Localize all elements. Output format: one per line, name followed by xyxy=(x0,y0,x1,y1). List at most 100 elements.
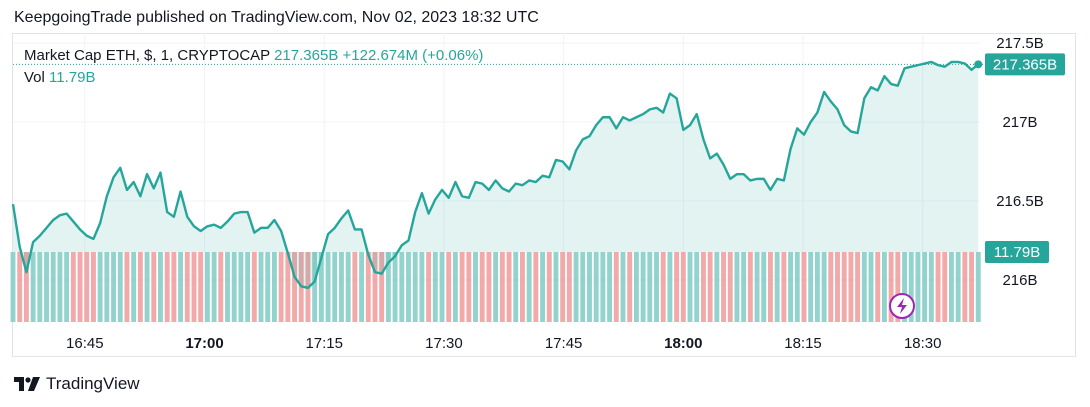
volume-bar xyxy=(727,252,733,322)
volume-bar xyxy=(560,252,566,322)
last-volume-badge-label: 11.79B xyxy=(994,244,1040,261)
volume-bar xyxy=(30,252,36,322)
tradingview-logo-icon xyxy=(14,377,40,391)
x-tick-label: 18:00 xyxy=(664,335,702,352)
volume-bar xyxy=(57,252,63,322)
volume-bar xyxy=(432,252,438,322)
volume-bar xyxy=(23,252,29,322)
tradingview-brand[interactable]: TradingView xyxy=(14,374,140,394)
volume-bar xyxy=(359,252,365,322)
volume-bar xyxy=(587,252,592,322)
volume-bar xyxy=(875,252,881,322)
volume-bar xyxy=(325,252,331,322)
volume-bar xyxy=(111,252,116,322)
volume-bar xyxy=(406,252,411,322)
volume-bar xyxy=(540,252,545,322)
volume-bar xyxy=(131,252,137,322)
volume-bar xyxy=(533,252,539,322)
last-price-badge: 217.365B xyxy=(985,53,1065,76)
volume-bar xyxy=(37,252,43,322)
volume-bar xyxy=(178,252,184,322)
volume-bar xyxy=(124,252,130,322)
volume-bar xyxy=(613,252,619,322)
volume-bar xyxy=(10,252,16,322)
volume-bar xyxy=(231,252,237,322)
volume-bar xyxy=(741,252,747,322)
volume-bar xyxy=(633,252,639,322)
volume-bar xyxy=(372,252,378,322)
volume-bar xyxy=(848,252,854,322)
volume-bar xyxy=(191,252,197,322)
volume-bar xyxy=(808,252,814,322)
volume-bar xyxy=(768,252,773,322)
volume-bar xyxy=(553,252,559,322)
volume-bar xyxy=(151,252,157,322)
last-price-dot xyxy=(974,60,983,69)
volume-bar xyxy=(573,252,579,322)
volume-bar xyxy=(137,252,143,322)
volume-bar xyxy=(158,252,163,322)
volume-bar xyxy=(640,252,646,322)
legend-symbol: Market Cap ETH, $, 1, CRYPTOCAP xyxy=(24,47,270,64)
volume-bar xyxy=(546,252,552,322)
volume-bar xyxy=(50,252,56,322)
volume-bar xyxy=(486,252,492,322)
volume-bar xyxy=(479,252,485,322)
volume-bar xyxy=(225,252,230,322)
volume-bar xyxy=(171,252,177,322)
price-line xyxy=(11,60,980,290)
volume-bar xyxy=(949,252,954,322)
volume-bar xyxy=(969,252,975,322)
volume-bar xyxy=(814,252,820,322)
x-tick-label: 18:15 xyxy=(784,335,822,352)
volume-bar xyxy=(942,252,948,322)
volume-bar xyxy=(908,252,914,322)
volume-bar xyxy=(258,252,264,322)
legend-change: +122.674M (+0.06%) xyxy=(342,47,484,64)
volume-bar xyxy=(17,252,23,322)
volume-bar xyxy=(513,252,519,322)
volume-bar xyxy=(593,252,599,322)
volume-bar xyxy=(902,252,907,322)
volume-bar xyxy=(285,252,291,322)
volume-bar xyxy=(660,252,666,322)
volume-bar xyxy=(962,252,968,322)
volume-bar xyxy=(218,252,224,322)
volume-bar xyxy=(117,252,123,322)
volume-bar xyxy=(77,252,83,322)
volume-bar xyxy=(473,252,478,322)
volume-bar xyxy=(184,252,190,322)
volume-bar xyxy=(667,252,673,322)
volume-bar xyxy=(345,252,351,322)
volume-bar xyxy=(399,252,405,322)
volume-bar xyxy=(292,252,297,322)
volume-bar xyxy=(687,252,693,322)
volume-bar xyxy=(278,252,284,322)
volume-bars xyxy=(10,252,981,322)
volume-bar xyxy=(164,252,170,322)
x-tick-label: 17:00 xyxy=(185,335,223,352)
volume-bar xyxy=(721,252,726,322)
legend-main: Market Cap ETH, $, 1, CRYPTOCAP 217.365B… xyxy=(24,47,483,64)
y-tick-label: 216.5B xyxy=(996,193,1044,210)
volume-bar xyxy=(734,252,740,322)
volume-bar xyxy=(928,252,934,322)
y-tick-label: 217B xyxy=(1002,114,1037,131)
volume-bar xyxy=(855,252,861,322)
volume-bar xyxy=(580,252,586,322)
volume-bar xyxy=(493,252,499,322)
x-tick-label: 18:30 xyxy=(904,335,942,352)
chart-frame xyxy=(12,33,1076,357)
volume-bar xyxy=(312,252,318,322)
x-tick-label: 17:45 xyxy=(545,335,583,352)
lightning-icon[interactable] xyxy=(889,293,915,319)
volume-bar xyxy=(754,252,760,322)
volume-bar xyxy=(835,252,840,322)
volume-bar xyxy=(600,252,606,322)
brand-name: TradingView xyxy=(46,374,140,393)
volume-bar xyxy=(888,252,894,322)
volume-bar xyxy=(426,252,432,322)
volume-bar xyxy=(439,252,445,322)
volume-bar xyxy=(519,252,525,322)
